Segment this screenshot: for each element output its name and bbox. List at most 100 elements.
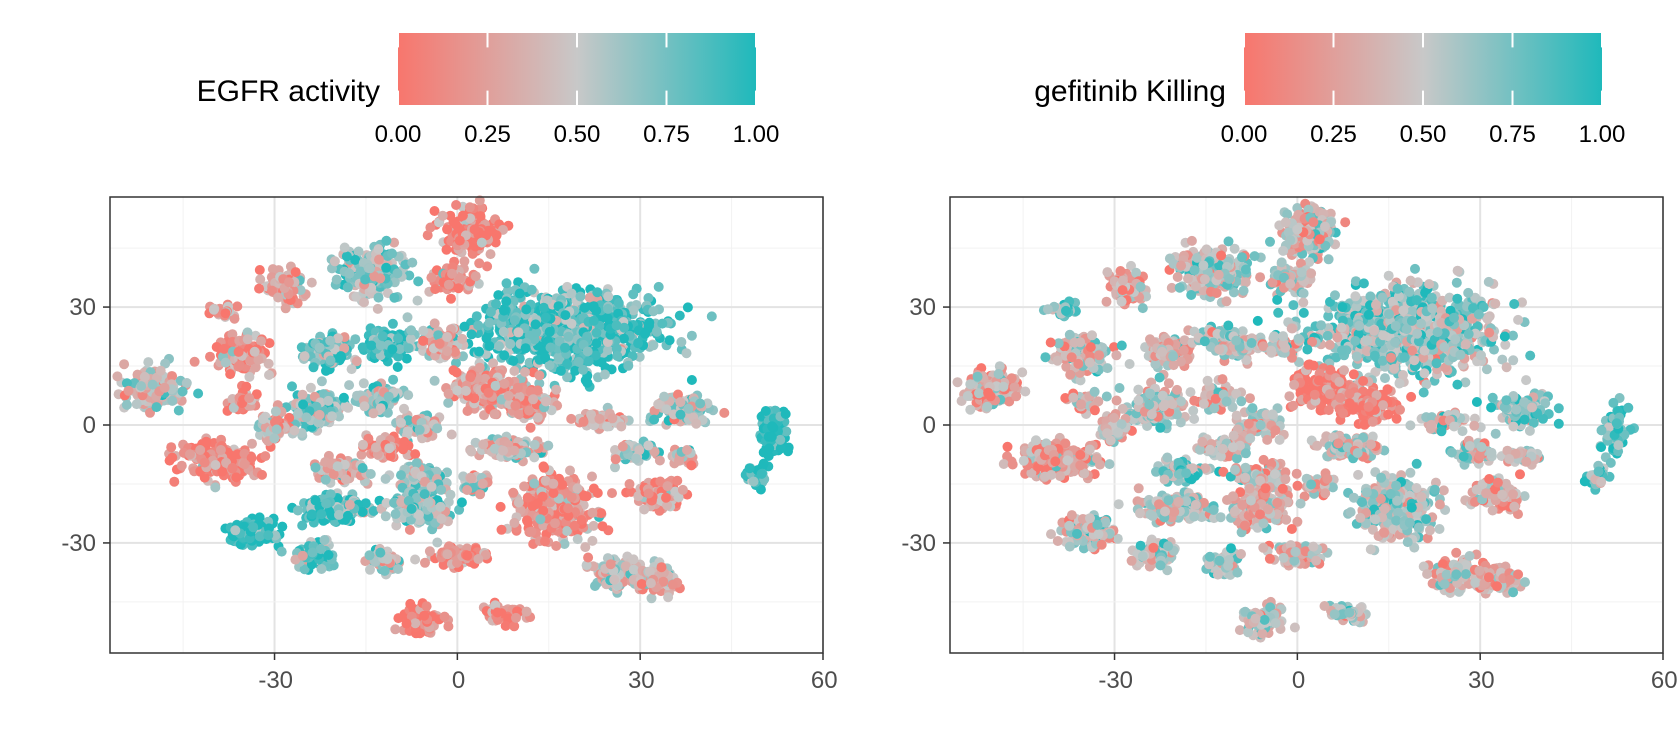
scatter-point <box>524 405 535 416</box>
scatter-point <box>245 355 256 366</box>
scatter-point <box>205 351 215 362</box>
scatter-point <box>651 326 662 337</box>
scatter-point <box>189 356 200 367</box>
scatter-point <box>462 550 473 561</box>
scatter-point <box>459 256 470 267</box>
scatter-point <box>521 606 532 617</box>
scatter-point <box>560 342 570 353</box>
color-legend: gefitinib Killing 0.00 0.25 0.50 0.75 1.… <box>1034 33 1625 148</box>
scatter-point <box>767 421 778 432</box>
colorbar-tick-label: 0.75 <box>643 121 690 148</box>
scatter-point <box>508 487 519 498</box>
colorbar-tick-label: 0.00 <box>375 121 422 148</box>
scatter-point <box>228 402 239 413</box>
scatter-point <box>760 406 771 416</box>
scatter-point <box>566 318 577 329</box>
scatter-point <box>402 312 413 323</box>
scatter-point <box>258 414 269 425</box>
scatter-point <box>404 270 415 281</box>
x-tick-label: 30 <box>628 667 655 694</box>
scatter-point <box>359 297 369 308</box>
scatter-point <box>550 518 560 529</box>
scatter-point <box>617 441 628 452</box>
scatter-point <box>379 565 390 576</box>
scatter-point <box>475 489 486 500</box>
scatter-point <box>121 378 132 389</box>
scatter-point <box>481 230 492 241</box>
scatter-point <box>307 509 317 520</box>
scatter-point <box>519 481 530 492</box>
scatter-point <box>509 366 520 376</box>
scatter-point <box>284 277 294 288</box>
scatter-point <box>459 321 470 332</box>
scatter-point <box>325 335 336 346</box>
scatter-point <box>375 547 386 558</box>
scatter-point <box>644 317 655 328</box>
scatter-point <box>628 305 639 316</box>
scatter-point <box>563 503 574 514</box>
scatter-point <box>136 381 147 392</box>
colorbar-tick-labels: 0.00 0.25 0.50 0.75 1.00 <box>375 121 780 148</box>
scatter-point <box>357 342 368 353</box>
scatter-point <box>155 365 166 376</box>
scatter-point <box>392 268 403 279</box>
scatter-point <box>766 431 777 442</box>
scatter-point <box>331 274 342 285</box>
scatter-point <box>499 378 510 389</box>
scatter-point <box>407 257 418 268</box>
scatter-point <box>452 385 463 396</box>
scatter-point <box>465 372 476 383</box>
scatter-point <box>591 327 602 338</box>
scatter-point <box>470 271 481 282</box>
scatter-point <box>649 414 660 425</box>
scatter-point <box>167 395 178 406</box>
scatter-point <box>513 497 524 508</box>
scatter-point <box>296 342 307 353</box>
scatter-point <box>297 550 308 561</box>
scatter-point <box>559 539 570 549</box>
scatter-point <box>555 365 566 376</box>
scatter-point <box>406 325 417 336</box>
scatter-point <box>560 310 571 321</box>
scatter-point <box>437 210 448 221</box>
scatter-point <box>418 335 429 346</box>
scatter-point <box>293 408 303 419</box>
scatter-point <box>686 460 697 471</box>
scatter-point <box>231 472 242 483</box>
scatter-point <box>648 306 659 317</box>
scatter-point <box>509 517 520 528</box>
scatter-point <box>436 484 447 495</box>
x-tick-labels: -30 0 30 60 <box>258 667 837 694</box>
scatter-point <box>691 418 702 429</box>
scatter-point <box>310 462 321 473</box>
scatter-point <box>554 336 565 347</box>
color-legend: EGFR activity 0.00 0.25 0.50 0.75 1.00 <box>197 33 780 148</box>
scatter-point <box>419 610 430 621</box>
scatter-point <box>619 322 630 333</box>
scatter-point <box>509 445 520 456</box>
scatter-point <box>603 345 613 356</box>
scatter-point <box>339 343 350 354</box>
scatter-point <box>119 359 130 370</box>
scatter-point <box>339 242 350 253</box>
scatter-point <box>475 211 486 222</box>
scatter-point <box>466 329 477 340</box>
scatter-point <box>587 535 598 546</box>
scatter-point <box>520 343 531 354</box>
scatter-point <box>381 235 392 246</box>
scatter-point <box>572 534 583 545</box>
scatter-point <box>316 564 327 574</box>
scatter-point <box>211 342 222 352</box>
scatter-point <box>112 371 123 382</box>
scatter-point <box>686 375 697 385</box>
scatter-point <box>167 371 178 382</box>
scatter-point <box>227 329 238 340</box>
scatter-point <box>525 422 536 433</box>
scatter-point <box>587 471 597 482</box>
scatter-point <box>425 222 436 233</box>
scatter-point <box>530 319 541 330</box>
scatter-point <box>242 334 253 345</box>
scatter-point <box>503 390 514 401</box>
scatter-point <box>661 492 671 503</box>
scatter-point <box>664 335 675 346</box>
